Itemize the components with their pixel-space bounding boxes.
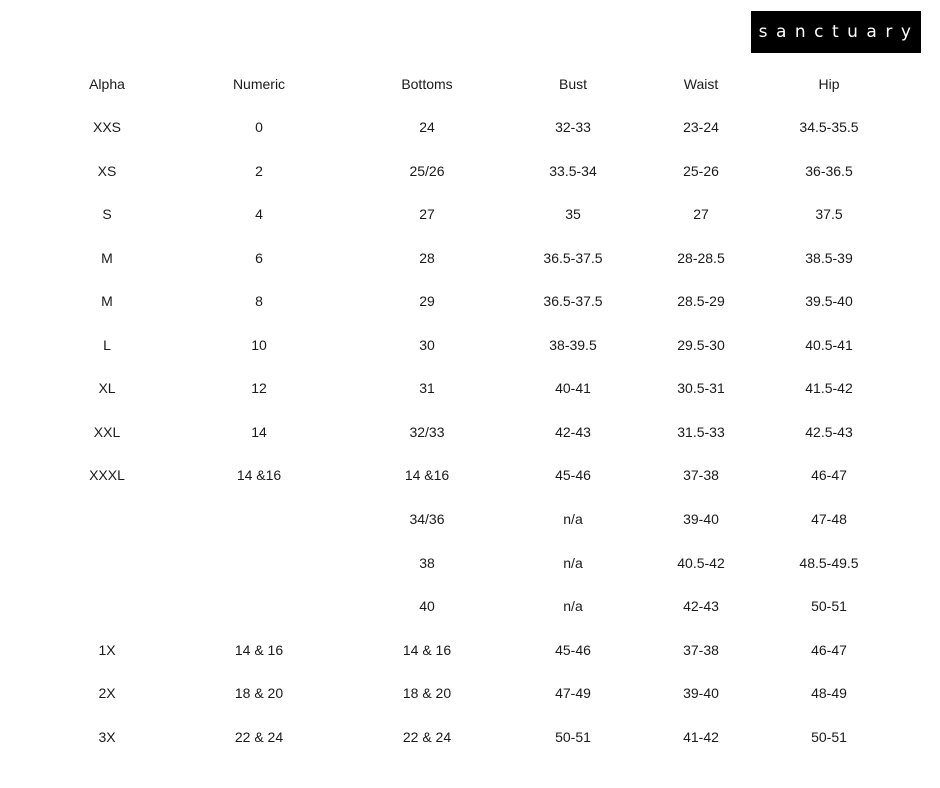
cell-bottoms: 18 & 20 [402,685,452,702]
cell-bottoms: 32/33 [409,423,445,440]
cell-waist: 27 [693,206,709,223]
cell-bottoms: 30 [419,336,435,353]
cell-hip: 50-51 [811,728,847,745]
cell-waist: 40.5-42 [677,554,725,571]
cell-alpha: 2X [98,685,116,702]
cell-bust: n/a [563,510,583,527]
cell-bust: 38-39.5 [549,336,597,353]
cell-hip: 46-47 [811,467,847,484]
cell-alpha: XS [97,162,117,179]
cell-alpha: M [101,249,113,266]
cell-bust: n/a [563,554,583,571]
cell-bust: 36.5-37.5 [543,293,603,310]
column-header-bottoms: Bottoms [401,76,453,92]
cell-alpha: 1X [98,641,116,658]
cell-waist: 23-24 [683,119,719,135]
cell-bust: 45-46 [555,641,591,658]
cell-numeric: 14 &16 [236,467,282,484]
cell-numeric: 14 & 16 [234,641,284,658]
cell-bottoms: 38 [419,554,435,571]
cell-hip: 46-47 [811,641,847,658]
column-header-alpha: Alpha [89,76,125,92]
cell-hip: 42.5-43 [805,423,853,440]
cell-alpha: XXS [92,119,121,135]
cell-numeric: 2 [255,162,263,179]
cell-waist: 29.5-30 [677,336,725,353]
cell-hip: 47-48 [811,510,847,527]
cell-bust: 47-49 [555,685,591,702]
column-header-numeric: Numeric [232,76,286,92]
cell-waist: 28.5-29 [677,293,725,310]
cell-bottoms: 25/26 [409,162,445,179]
cell-hip: 48-49 [811,685,847,702]
cell-numeric: 0 [255,119,263,135]
cell-bust: 35 [565,206,581,223]
cell-alpha: 3X [98,728,116,745]
cell-bust: 42-43 [555,423,591,440]
cell-bust: 33.5-34 [549,162,597,179]
column-header-hip: Hip [818,76,840,92]
cell-bust: 50-51 [555,728,591,745]
cell-bottoms: 40 [419,598,435,615]
cell-bust: n/a [563,598,583,615]
sanctuary-logo: sanctuary [751,11,921,53]
cell-bottoms: 22 & 24 [402,728,452,745]
cell-hip: 40.5-41 [805,336,853,353]
cell-numeric: 22 & 24 [234,728,284,745]
cell-bust: 32-33 [555,119,591,135]
cell-waist: 39-40 [683,685,719,702]
cell-waist: 37-38 [683,641,719,658]
cell-hip: 37.5 [815,206,843,223]
cell-hip: 39.5-40 [805,293,853,310]
cell-alpha: XXXL [89,467,125,484]
cell-numeric: 6 [255,249,263,266]
cell-waist: 37-38 [683,467,719,484]
cell-bottoms: 28 [419,249,435,266]
column-header-bust: Bust [558,76,587,92]
cell-waist: 25-26 [683,162,719,179]
cell-waist: 41-42 [683,728,719,745]
cell-hip: 36-36.5 [805,162,853,179]
cell-bust: 40-41 [555,380,591,397]
column-header-waist: Waist [683,76,719,92]
cell-hip: 41.5-42 [805,380,853,397]
cell-hip: 34.5-35.5 [799,119,859,135]
cell-waist: 31.5-33 [677,423,725,440]
cell-bottoms: 34/36 [409,510,445,527]
cell-bottoms: 27 [419,206,435,223]
cell-bottoms: 24 [419,119,435,135]
cell-numeric: 14 [251,423,267,440]
cell-bottoms: 29 [419,293,435,310]
cell-bust: 36.5-37.5 [543,249,603,266]
cell-hip: 38.5-39 [805,249,853,266]
cell-waist: 28-28.5 [677,249,725,266]
cell-numeric: 10 [251,336,267,353]
cell-numeric: 12 [251,380,267,397]
cell-numeric: 8 [255,293,263,310]
cell-alpha: XXL [93,423,121,440]
cell-bottoms: 14 & 16 [402,641,452,658]
cell-waist: 30.5-31 [677,380,725,397]
cell-bottoms: 31 [419,380,435,397]
cell-hip: 48.5-49.5 [799,554,859,571]
cell-numeric: 18 & 20 [234,685,284,702]
cell-alpha: M [101,293,113,310]
cell-alpha: L [103,336,111,353]
cell-numeric: 4 [255,206,263,223]
cell-waist: 42-43 [683,598,719,615]
cell-bottoms: 14 &16 [404,467,450,484]
cell-bust: 45-46 [555,467,591,484]
cell-alpha: XL [98,380,116,397]
cell-hip: 50-51 [811,598,847,615]
cell-alpha: S [102,206,112,223]
cell-waist: 39-40 [683,510,719,527]
